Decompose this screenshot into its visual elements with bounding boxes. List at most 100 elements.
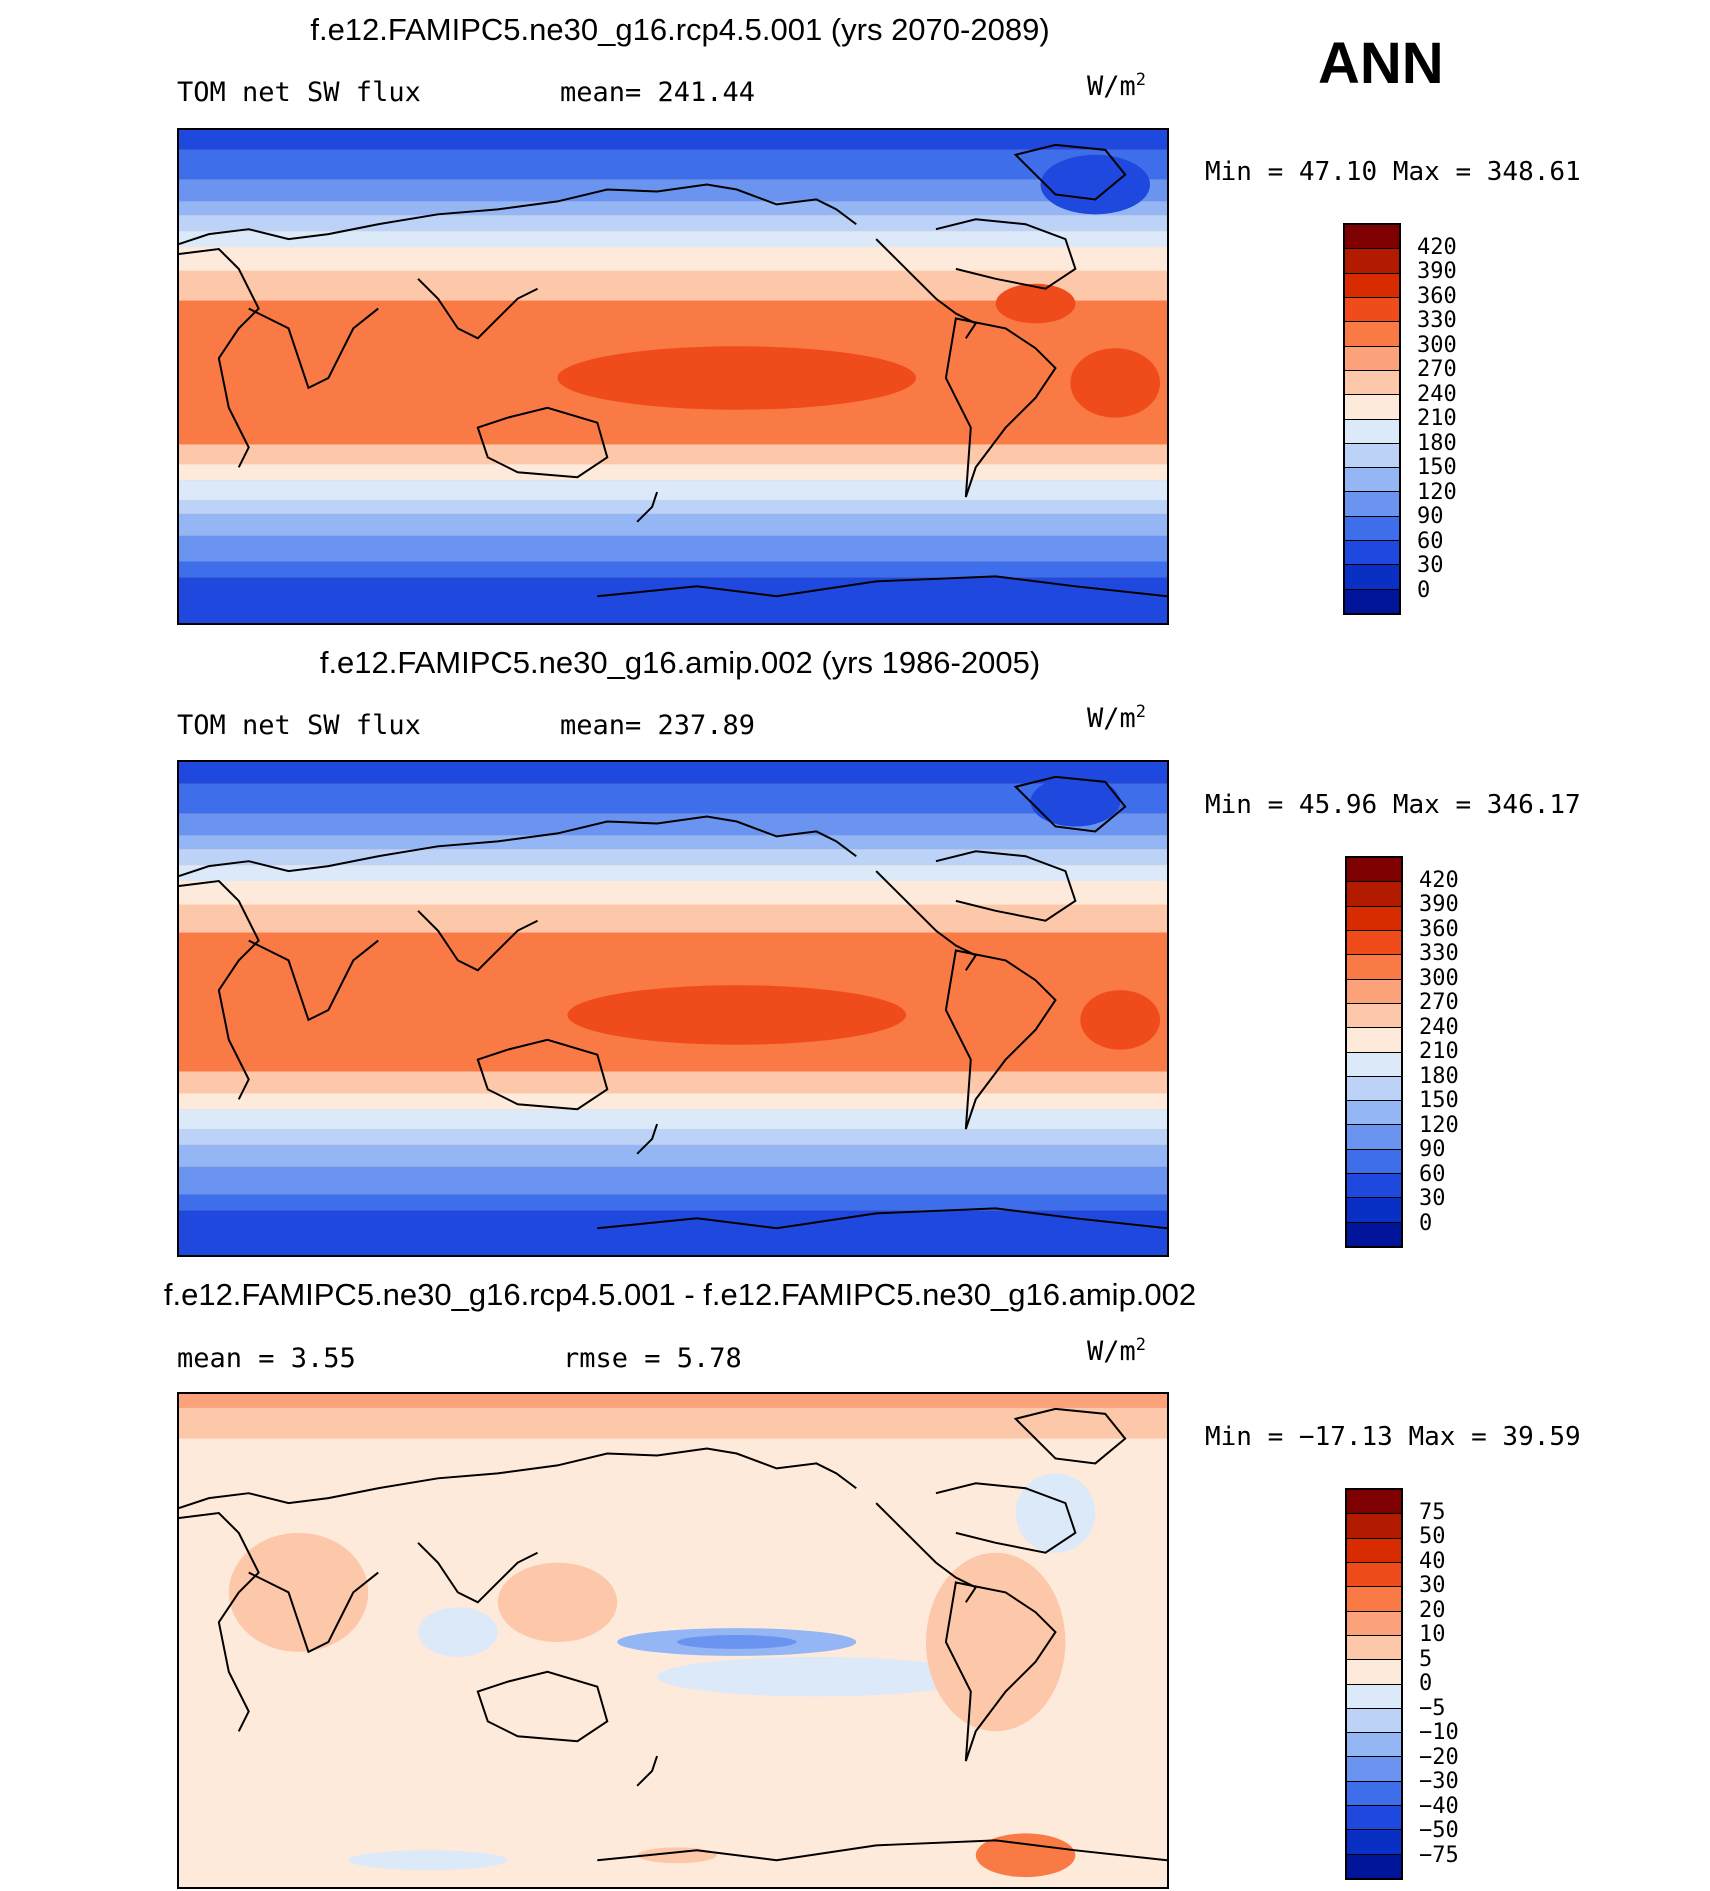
panel3-colorbar: [1345, 1488, 1403, 1880]
panel3-rmse-label: rmse = 5.78: [563, 1343, 742, 1374]
colorbar-tick-label: 10: [1419, 1622, 1446, 1647]
colorbar-swatch: [1347, 1830, 1401, 1855]
panel2-units: W/m2: [1087, 702, 1147, 734]
colorbar-swatch: [1345, 419, 1399, 444]
panel1-units: W/m2: [1087, 70, 1147, 102]
colorbar-swatch: [1347, 1149, 1401, 1175]
colorbar-tick-label: −40: [1419, 1793, 1459, 1819]
colorbar-swatch: [1347, 1781, 1401, 1807]
colorbar-swatch: [1347, 1611, 1401, 1636]
colorbar-tick-label: 270: [1417, 357, 1457, 382]
colorbar-tick-label: 120: [1417, 479, 1457, 505]
colorbar-tick-label: 90: [1419, 1137, 1446, 1162]
colorbar-swatch: [1347, 1757, 1401, 1782]
colorbar-tick-label: 420: [1417, 234, 1457, 260]
panel2-map: [177, 760, 1169, 1257]
colorbar-swatch: [1347, 1028, 1401, 1053]
colorbar-tick-label: 0: [1417, 577, 1431, 603]
panel2-colorbar: [1345, 856, 1403, 1248]
colorbar-tick-label: 300: [1417, 332, 1457, 358]
colorbar-tick-label: 360: [1417, 283, 1457, 309]
panel3-title: f.e12.FAMIPC5.ne30_g16.rcp4.5.001 - f.e1…: [163, 1277, 1197, 1312]
colorbar-tick-label: 210: [1417, 406, 1457, 431]
colorbar-swatch: [1345, 322, 1399, 347]
colorbar-tick-label: 240: [1417, 381, 1457, 407]
panel3-map: [177, 1392, 1169, 1889]
colorbar-tick-label: 90: [1417, 504, 1444, 529]
panel1-title: f.e12.FAMIPC5.ne30_g16.rcp4.5.001 (yrs 2…: [310, 12, 1050, 47]
colorbar-swatch: [1347, 1514, 1401, 1539]
colorbar-tick-label: 30: [1417, 553, 1444, 578]
colorbar-swatch: [1347, 1076, 1401, 1102]
colorbar-swatch: [1345, 492, 1399, 517]
colorbar-swatch: [1347, 1708, 1401, 1734]
panel3-units: W/m2: [1087, 1335, 1147, 1367]
panel2-minmax: Min = 45.96 Max = 346.17: [1205, 790, 1581, 820]
colorbar-tick-label: 240: [1419, 1014, 1459, 1040]
colorbar-tick-label: 330: [1417, 308, 1457, 333]
colorbar-tick-label: 330: [1419, 941, 1459, 966]
colorbar-swatch: [1345, 346, 1399, 371]
colorbar-tick-label: 360: [1419, 916, 1459, 942]
colorbar-tick-label: 210: [1419, 1039, 1459, 1064]
colorbar-swatch: [1347, 1806, 1401, 1831]
colorbar-swatch: [1347, 858, 1401, 883]
colorbar-swatch: [1347, 1490, 1401, 1515]
colorbar-swatch: [1345, 541, 1399, 566]
colorbar-swatch: [1347, 1733, 1401, 1758]
colorbar-swatch: [1345, 297, 1399, 323]
panel2-variable-label: TOM net SW flux: [177, 710, 421, 741]
colorbar-swatch: [1347, 1635, 1401, 1661]
colorbar-swatch: [1347, 1684, 1401, 1709]
panel1-colorbar: [1343, 223, 1401, 615]
colorbar-tick-label: −20: [1419, 1744, 1459, 1770]
colorbar-tick-label: 300: [1419, 965, 1459, 991]
colorbar-swatch: [1347, 1660, 1401, 1685]
colorbar-swatch: [1347, 1101, 1401, 1126]
colorbar-swatch: [1345, 395, 1399, 420]
colorbar-tick-label: −30: [1419, 1769, 1459, 1794]
colorbar-swatch: [1347, 1854, 1401, 1878]
colorbar-swatch: [1345, 225, 1399, 250]
panel3-mean-label: mean = 3.55: [177, 1343, 356, 1374]
colorbar-swatch: [1347, 955, 1401, 980]
colorbar-swatch: [1347, 1198, 1401, 1223]
colorbar-tick-label: 0: [1419, 1671, 1433, 1696]
colorbar-swatch: [1347, 1562, 1401, 1588]
panel2-mean-label: mean= 237.89: [560, 710, 756, 741]
colorbar-tick-label: 40: [1419, 1548, 1446, 1574]
panel1-mean-label: mean= 241.44: [560, 77, 756, 108]
colorbar-swatch: [1347, 930, 1401, 956]
colorbar-swatch: [1347, 1125, 1401, 1150]
colorbar-tick-label: −10: [1419, 1720, 1459, 1745]
colorbar-swatch: [1347, 1222, 1401, 1246]
colorbar-tick-label: 390: [1419, 892, 1459, 917]
colorbar-swatch: [1347, 1003, 1401, 1029]
colorbar-swatch: [1345, 249, 1399, 274]
panel1-minmax: Min = 47.10 Max = 348.61: [1205, 157, 1581, 187]
colorbar-tick-label: −5: [1419, 1695, 1446, 1721]
colorbar-tick-label: −75: [1419, 1842, 1459, 1868]
colorbar-tick-label: 30: [1419, 1573, 1446, 1598]
colorbar-tick-label: 420: [1419, 867, 1459, 893]
colorbar-swatch: [1347, 979, 1401, 1004]
colorbar-tick-label: 60: [1417, 528, 1444, 554]
colorbar-swatch: [1347, 1538, 1401, 1563]
colorbar-swatch: [1345, 468, 1399, 493]
panel2-title: f.e12.FAMIPC5.ne30_g16.amip.002 (yrs 198…: [319, 645, 1041, 680]
colorbar-tick-label: 180: [1417, 430, 1457, 456]
colorbar-swatch: [1345, 565, 1399, 590]
colorbar-swatch: [1347, 906, 1401, 931]
colorbar-tick-label: 60: [1419, 1161, 1446, 1187]
panel3-minmax: Min = −17.13 Max = 39.59: [1205, 1422, 1581, 1452]
colorbar-swatch: [1347, 882, 1401, 907]
colorbar-tick-label: 50: [1419, 1524, 1446, 1549]
colorbar-swatch: [1347, 1174, 1401, 1199]
colorbar-tick-label: 75: [1419, 1499, 1446, 1525]
colorbar-tick-label: −50: [1419, 1818, 1459, 1843]
colorbar-tick-label: 20: [1419, 1597, 1446, 1623]
colorbar-tick-label: 120: [1419, 1112, 1459, 1138]
colorbar-swatch: [1345, 273, 1399, 298]
colorbar-swatch: [1345, 370, 1399, 396]
colorbar-swatch: [1345, 589, 1399, 613]
